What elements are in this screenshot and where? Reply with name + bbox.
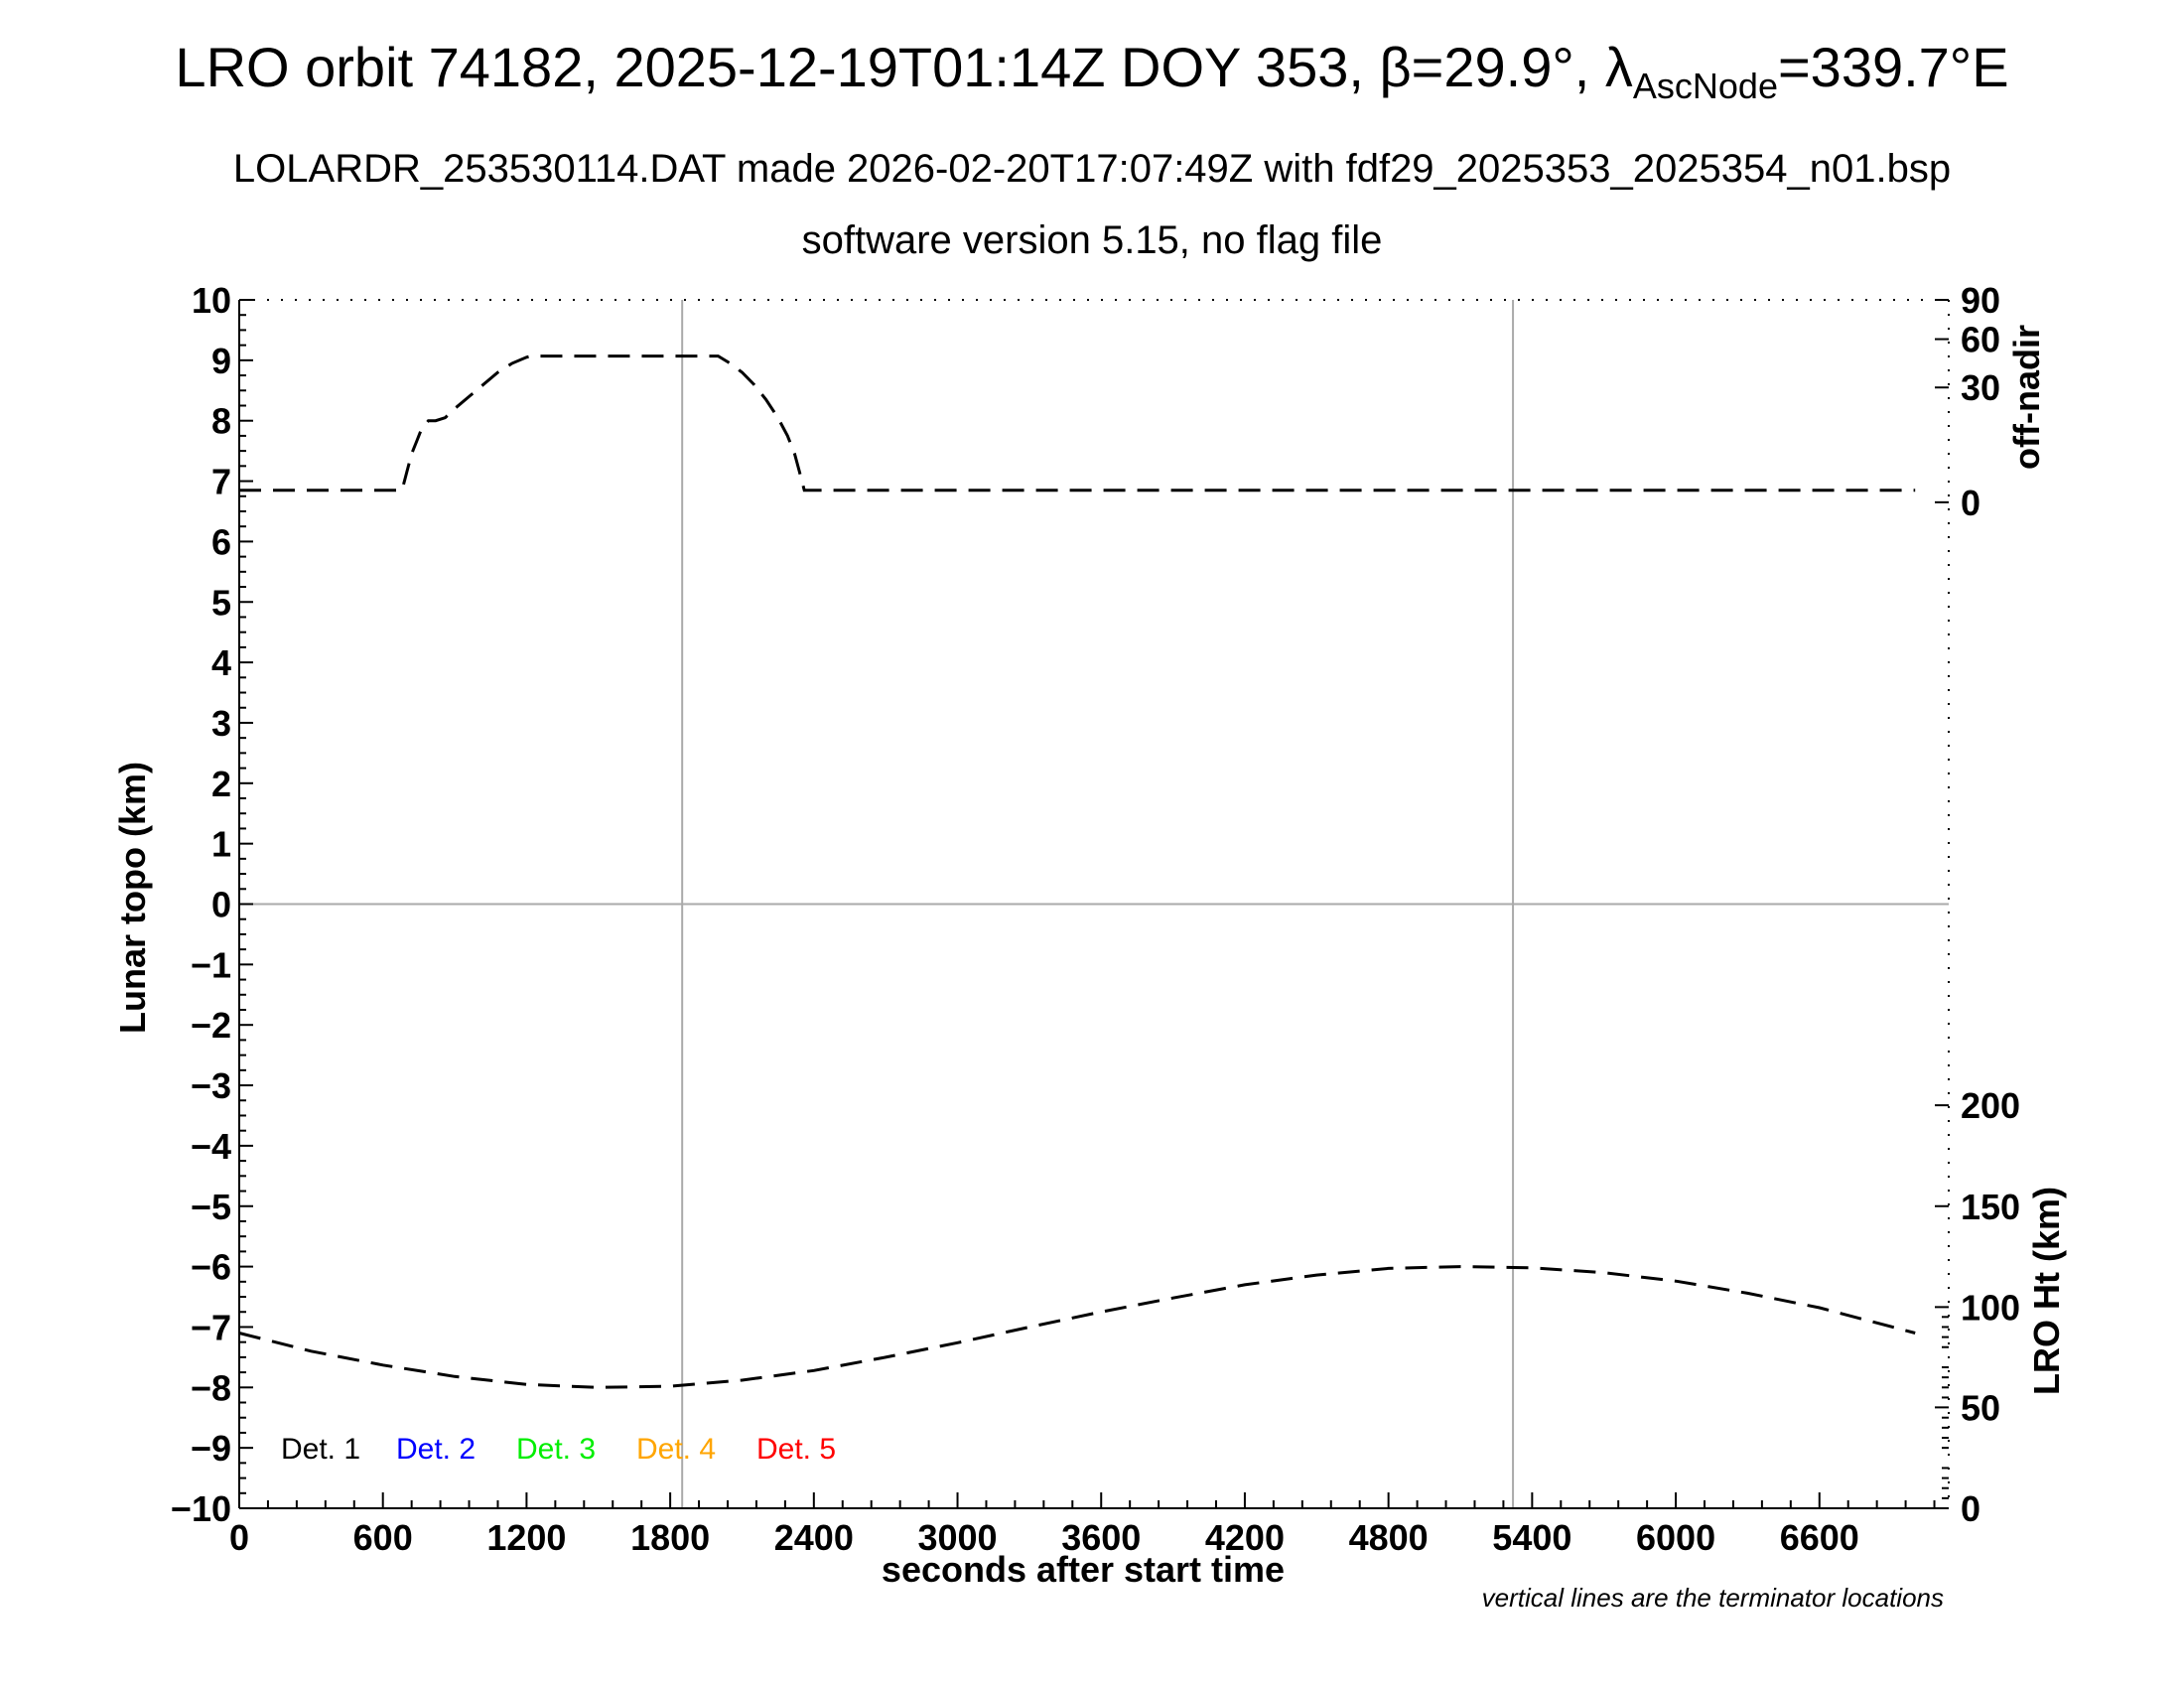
y-axis-label-left: Lunar topo (km) <box>112 762 153 1034</box>
series-layer <box>238 354 1916 1389</box>
axis-layer: 0 600 1200 1800 2400 3000 3600 4200 4800 5400 6000… <box>171 280 2020 1558</box>
y-tick-label-left: −3 <box>191 1065 231 1106</box>
grid-layer <box>239 300 1949 1508</box>
x-tick-label: 4800 <box>1349 1517 1429 1558</box>
legend-item-det2: Det. 2 <box>396 1433 476 1466</box>
x-tick-label: 5400 <box>1492 1517 1571 1558</box>
y-tick-label-left: 0 <box>211 885 231 925</box>
y-tick-label-left: 4 <box>211 642 231 683</box>
y-tick-label-left: 10 <box>192 280 231 321</box>
y-tick-label-left: −7 <box>191 1307 231 1347</box>
x-tick-label: 2400 <box>774 1517 854 1558</box>
legend-item-det1: Det. 1 <box>281 1433 360 1466</box>
series-line-off-nadir <box>239 354 1916 492</box>
terminator-note: vertical lines are the terminator locati… <box>1482 1583 1944 1613</box>
y-tick-label-left: 7 <box>211 462 231 502</box>
off-nadir-tick-label: 60 <box>1961 320 2000 360</box>
lro-height-tick-label: 150 <box>1961 1187 2020 1227</box>
y-tick-label-left: 3 <box>211 703 231 744</box>
y-tick-label-left: −2 <box>191 1005 231 1046</box>
x-tick-label: 6600 <box>1780 1517 1859 1558</box>
x-tick-label: 3000 <box>917 1517 997 1558</box>
y-tick-label-left: −5 <box>191 1187 231 1227</box>
y-tick-label-left: 5 <box>211 582 231 623</box>
chart-title: LRO orbit 74182, 2025-12-19T01:14Z DOY 3… <box>0 40 2184 104</box>
legend-item-det5: Det. 5 <box>756 1433 836 1466</box>
y-axis-label-off-nadir: off-nadir <box>2006 325 2047 470</box>
legend: Det. 1 Det. 2 Det. 3 Det. 4 Det. 5 <box>281 1433 836 1466</box>
chart-title-prefix: LRO orbit 74182, 2025-12-19T01:14Z DOY 3… <box>175 36 1633 98</box>
y-tick-label-left: −1 <box>191 944 231 985</box>
x-tick-label: 4200 <box>1205 1517 1285 1558</box>
y-tick-label-left: −6 <box>191 1247 231 1288</box>
x-tick-label: 1200 <box>486 1517 566 1558</box>
y-tick-label-left: −9 <box>191 1428 231 1469</box>
chart-subtitle-file: LOLARDR_253530114.DAT made 2026-02-20T17… <box>232 147 1952 191</box>
series-line-lro-height <box>238 1265 1916 1389</box>
y-tick-label-left: 8 <box>211 401 231 442</box>
lro-height-tick-label: 50 <box>1961 1387 2000 1428</box>
legend-item-det4: Det. 4 <box>636 1433 716 1466</box>
legend-item-det3: Det. 3 <box>516 1433 596 1466</box>
x-tick-label: 3600 <box>1061 1517 1141 1558</box>
y-tick-label-left: 9 <box>211 341 231 381</box>
chart-title-suffix: =339.7°E <box>1777 36 2009 98</box>
x-tick-label: 1800 <box>630 1517 710 1558</box>
x-axis-label: seconds after start time <box>882 1549 1285 1590</box>
off-nadir-tick-label: 30 <box>1961 367 2000 408</box>
chart-title-subscript: AscNode <box>1632 66 1778 106</box>
off-nadir-tick-label: 90 <box>1961 280 2000 321</box>
y-axis-label-lro-height: LRO Ht (km) <box>2026 1187 2067 1395</box>
x-tick-label: 0 <box>229 1517 249 1558</box>
y-tick-label-left: 2 <box>211 764 231 804</box>
lro-height-tick-label: 100 <box>1961 1287 2020 1328</box>
y-tick-label-left: −8 <box>191 1367 231 1408</box>
y-tick-label-left: 6 <box>211 521 231 562</box>
x-tick-label: 600 <box>353 1517 413 1558</box>
lro-height-tick-label: 0 <box>1961 1488 1980 1529</box>
x-tick-label: 6000 <box>1636 1517 1715 1558</box>
y-tick-label-left: 1 <box>211 824 231 865</box>
off-nadir-tick-label: 0 <box>1961 483 1980 523</box>
y-tick-label-left: −10 <box>171 1488 231 1529</box>
chart-subtitle-version: software version 5.15, no flag file <box>801 218 1383 262</box>
lro-height-tick-label: 200 <box>1961 1085 2020 1126</box>
y-tick-label-left: −4 <box>191 1126 231 1167</box>
